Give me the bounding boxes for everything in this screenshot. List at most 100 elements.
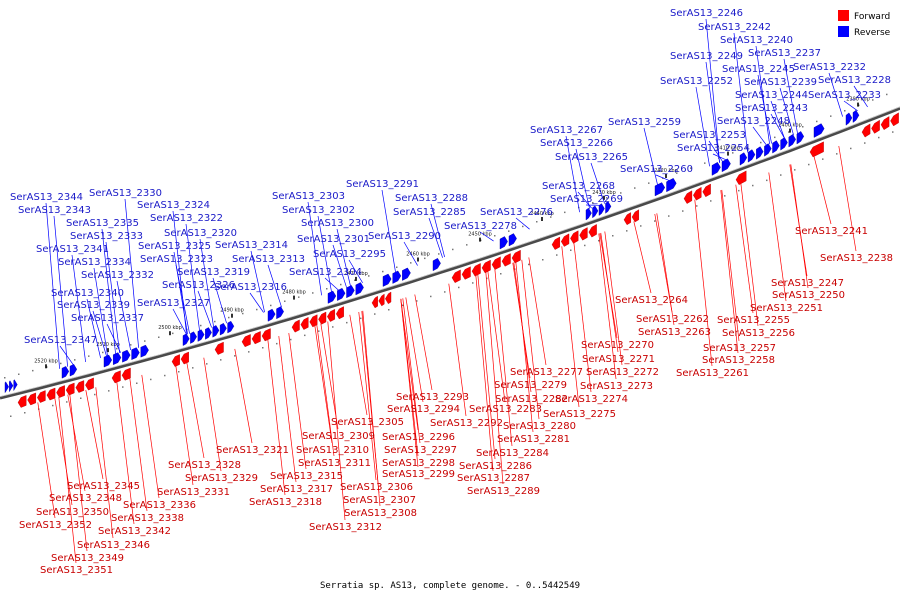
reverse-gene-label[interactable]: SerAS13_2291: [346, 179, 419, 190]
forward-gene-label[interactable]: SerAS13_2315: [270, 471, 343, 482]
forward-gene-feature[interactable]: [378, 293, 385, 307]
reverse-gene-label[interactable]: SerAS13_2260: [620, 164, 693, 175]
forward-gene-label[interactable]: SerAS13_2292: [430, 418, 503, 429]
reverse-gene-label[interactable]: SerAS13_2288: [395, 193, 468, 204]
reverse-gene-feature[interactable]: [337, 287, 346, 301]
reverse-gene-label[interactable]: SerAS13_2333: [70, 231, 143, 242]
reverse-gene-label[interactable]: SerAS13_2313: [232, 254, 305, 265]
forward-gene-label[interactable]: SerAS13_2279: [494, 380, 567, 391]
reverse-gene-label[interactable]: SerAS13_2240: [720, 35, 793, 46]
forward-gene-feature[interactable]: [461, 266, 471, 280]
reverse-gene-feature[interactable]: [499, 236, 508, 250]
forward-gene-label[interactable]: SerAS13_2296: [382, 432, 455, 443]
reverse-gene-label[interactable]: SerAS13_2249: [670, 51, 743, 62]
forward-gene-label[interactable]: SerAS13_2256: [722, 328, 795, 339]
forward-gene-feature[interactable]: [735, 170, 747, 185]
forward-gene-label[interactable]: SerAS13_2298: [382, 458, 455, 469]
forward-gene-feature[interactable]: [335, 306, 344, 320]
forward-gene-label[interactable]: SerAS13_2257: [703, 343, 776, 354]
reverse-gene-label[interactable]: SerAS13_2290: [368, 231, 441, 242]
reverse-gene-feature[interactable]: [103, 354, 113, 368]
forward-gene-label[interactable]: SerAS13_2309: [302, 431, 375, 442]
reverse-gene-feature[interactable]: [69, 364, 78, 377]
forward-gene-feature[interactable]: [318, 311, 327, 325]
reverse-gene-label[interactable]: SerAS13_2253: [673, 130, 746, 141]
reverse-gene-label[interactable]: SerAS13_2314: [215, 240, 288, 251]
reverse-gene-feature[interactable]: [764, 143, 772, 157]
reverse-gene-label[interactable]: SerAS13_2347: [24, 335, 97, 346]
forward-gene-feature[interactable]: [471, 263, 481, 277]
forward-gene-label[interactable]: SerAS13_2297: [384, 445, 457, 456]
forward-gene-label[interactable]: SerAS13_2238: [820, 253, 893, 264]
reverse-gene-feature[interactable]: [182, 333, 190, 346]
forward-gene-feature[interactable]: [579, 227, 588, 241]
reverse-gene-feature[interactable]: [190, 331, 197, 344]
forward-gene-label[interactable]: SerAS13_2318: [249, 497, 322, 508]
reverse-gene-label[interactable]: SerAS13_2269: [550, 194, 623, 205]
reverse-gene-label[interactable]: SerAS13_2303: [272, 191, 345, 202]
forward-gene-label[interactable]: SerAS13_2336: [123, 500, 196, 511]
forward-gene-feature[interactable]: [385, 291, 392, 305]
forward-gene-feature[interactable]: [37, 390, 46, 403]
forward-gene-label[interactable]: SerAS13_2352: [19, 520, 92, 531]
reverse-gene-feature[interactable]: [592, 205, 599, 219]
forward-gene-feature[interactable]: [180, 351, 189, 365]
forward-gene-label[interactable]: SerAS13_2331: [157, 487, 230, 498]
reverse-gene-label[interactable]: SerAS13_2268: [542, 181, 615, 192]
reverse-gene-label[interactable]: SerAS13_2324: [137, 200, 210, 211]
reverse-gene-feature[interactable]: [756, 146, 764, 160]
forward-gene-feature[interactable]: [683, 190, 693, 204]
forward-gene-label[interactable]: SerAS13_2284: [476, 448, 549, 459]
reverse-gene-label[interactable]: SerAS13_2339: [57, 300, 130, 311]
reverse-gene-feature[interactable]: [276, 306, 284, 320]
reverse-gene-feature[interactable]: [852, 109, 860, 123]
reverse-gene-label[interactable]: SerAS13_2232: [793, 62, 866, 73]
reverse-gene-label[interactable]: SerAS13_2237: [748, 48, 821, 59]
forward-gene-feature[interactable]: [121, 367, 131, 381]
reverse-gene-feature[interactable]: [772, 140, 780, 154]
forward-gene-feature[interactable]: [291, 319, 300, 333]
reverse-gene-label[interactable]: SerAS13_2322: [150, 213, 223, 224]
forward-gene-feature[interactable]: [65, 382, 75, 396]
forward-gene-feature[interactable]: [481, 259, 491, 274]
reverse-gene-feature[interactable]: [131, 347, 140, 361]
forward-gene-label[interactable]: SerAS13_2264: [615, 295, 688, 306]
forward-gene-feature[interactable]: [702, 183, 711, 198]
forward-gene-feature[interactable]: [309, 314, 318, 328]
forward-gene-label[interactable]: SerAS13_2307: [343, 495, 416, 506]
reverse-gene-label[interactable]: SerAS13_2316: [214, 282, 287, 293]
reverse-gene-label[interactable]: SerAS13_2285: [393, 207, 466, 218]
reverse-gene-feature[interactable]: [267, 308, 276, 322]
forward-gene-feature[interactable]: [623, 212, 631, 226]
forward-gene-feature[interactable]: [588, 224, 597, 238]
reverse-gene-feature[interactable]: [4, 381, 9, 394]
reverse-gene-feature[interactable]: [747, 149, 756, 163]
reverse-gene-feature[interactable]: [654, 182, 666, 197]
forward-gene-label[interactable]: SerAS13_2262: [636, 314, 709, 325]
reverse-gene-label[interactable]: SerAS13_2343: [18, 205, 91, 216]
forward-gene-label[interactable]: SerAS13_2277: [510, 367, 583, 378]
forward-gene-label[interactable]: SerAS13_2310: [296, 445, 369, 456]
reverse-gene-label[interactable]: SerAS13_2265: [555, 152, 628, 163]
forward-gene-feature[interactable]: [551, 236, 560, 250]
forward-gene-feature[interactable]: [371, 295, 378, 309]
forward-gene-label[interactable]: SerAS13_2274: [555, 394, 628, 405]
reverse-gene-label[interactable]: SerAS13_2341: [36, 244, 109, 255]
reverse-gene-label[interactable]: SerAS13_2267: [530, 125, 603, 136]
forward-gene-label[interactable]: SerAS13_2346: [77, 540, 150, 551]
forward-gene-label[interactable]: SerAS13_2258: [702, 355, 775, 366]
forward-gene-label[interactable]: SerAS13_2293: [396, 392, 469, 403]
reverse-gene-feature[interactable]: [813, 123, 825, 138]
reverse-gene-label[interactable]: SerAS13_2332: [81, 270, 154, 281]
reverse-gene-feature[interactable]: [392, 270, 402, 284]
forward-gene-label[interactable]: SerAS13_2306: [340, 482, 413, 493]
forward-gene-feature[interactable]: [56, 385, 65, 398]
forward-gene-label[interactable]: SerAS13_2271: [582, 354, 655, 365]
forward-gene-label[interactable]: SerAS13_2247: [771, 278, 844, 289]
forward-gene-feature[interactable]: [631, 209, 639, 223]
reverse-gene-label[interactable]: SerAS13_2319: [177, 267, 250, 278]
reverse-gene-label[interactable]: SerAS13_2344: [10, 192, 83, 203]
forward-gene-feature[interactable]: [85, 377, 94, 391]
reverse-gene-feature[interactable]: [711, 162, 721, 176]
forward-gene-feature[interactable]: [251, 331, 261, 345]
